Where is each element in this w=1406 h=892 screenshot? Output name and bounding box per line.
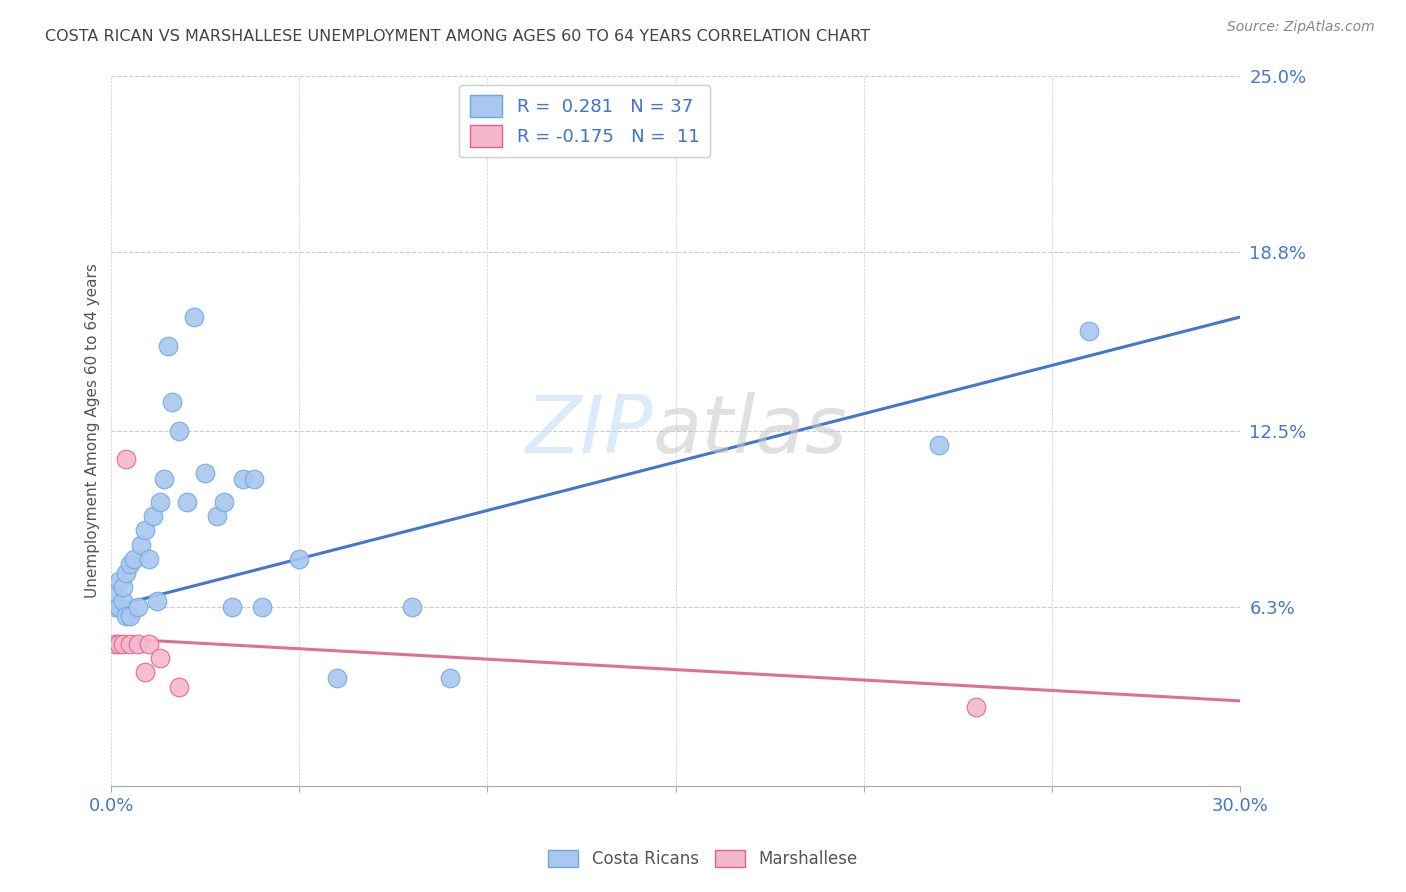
- Point: [250, 600, 273, 615]
- Point: [134, 524, 156, 538]
- Point: [120, 558, 142, 572]
- Point: [111, 594, 134, 608]
- Point: [212, 495, 235, 509]
- Point: [115, 452, 138, 467]
- Point: [439, 671, 461, 685]
- Point: [1078, 324, 1101, 338]
- Point: [111, 637, 134, 651]
- Point: [928, 438, 950, 452]
- Legend: Costa Ricans, Marshallese: Costa Ricans, Marshallese: [541, 843, 865, 875]
- Point: [205, 509, 228, 524]
- Y-axis label: Unemployment Among Ages 60 to 64 years: Unemployment Among Ages 60 to 64 years: [86, 263, 100, 599]
- Point: [142, 509, 165, 524]
- Point: [115, 608, 138, 623]
- Point: [138, 637, 160, 651]
- Point: [232, 472, 254, 486]
- Point: [120, 637, 142, 651]
- Point: [115, 566, 138, 580]
- Point: [288, 551, 311, 566]
- Text: atlas: atlas: [652, 392, 848, 470]
- Point: [104, 600, 127, 615]
- Point: [122, 551, 145, 566]
- Point: [401, 600, 423, 615]
- Point: [127, 637, 149, 651]
- Text: Source: ZipAtlas.com: Source: ZipAtlas.com: [1227, 20, 1375, 34]
- Point: [167, 680, 190, 694]
- Point: [145, 594, 167, 608]
- Point: [160, 395, 183, 409]
- Legend: R =  0.281   N = 37, R = -0.175   N =  11: R = 0.281 N = 37, R = -0.175 N = 11: [458, 85, 710, 158]
- Point: [134, 665, 156, 680]
- Text: ZIP: ZIP: [526, 392, 652, 470]
- Point: [194, 467, 217, 481]
- Point: [183, 310, 205, 325]
- Point: [104, 637, 127, 651]
- Point: [108, 600, 131, 615]
- Point: [221, 600, 243, 615]
- Point: [243, 472, 266, 486]
- Point: [111, 580, 134, 594]
- Text: COSTA RICAN VS MARSHALLESE UNEMPLOYMENT AMONG AGES 60 TO 64 YEARS CORRELATION CH: COSTA RICAN VS MARSHALLESE UNEMPLOYMENT …: [45, 29, 870, 44]
- Point: [104, 586, 127, 600]
- Point: [153, 472, 176, 486]
- Point: [149, 651, 172, 665]
- Point: [127, 600, 149, 615]
- Point: [176, 495, 198, 509]
- Point: [156, 338, 179, 352]
- Point: [149, 495, 172, 509]
- Point: [120, 608, 142, 623]
- Point: [326, 671, 349, 685]
- Point: [108, 637, 131, 651]
- Point: [108, 574, 131, 589]
- Point: [131, 537, 153, 551]
- Point: [138, 551, 160, 566]
- Point: [167, 424, 190, 438]
- Point: [965, 699, 987, 714]
